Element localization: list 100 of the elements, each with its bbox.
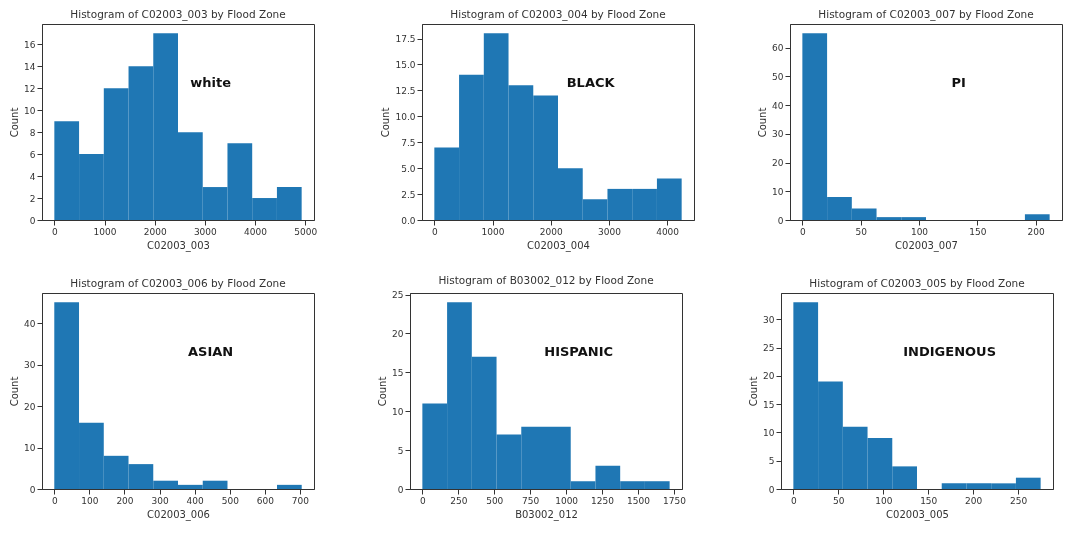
- y-tick-label: 30: [772, 129, 784, 140]
- y-axis-title: Count: [9, 107, 21, 138]
- x-tick-label: 1000: [93, 226, 117, 237]
- y-tick-label: 60: [772, 43, 784, 54]
- x-tick-label: 0: [51, 495, 58, 506]
- x-tick-label: 50: [855, 226, 868, 237]
- y-tick-label: 5: [397, 445, 404, 456]
- x-tick-label: 100: [875, 495, 893, 506]
- x-tick-label: 200: [116, 495, 134, 506]
- x-axis-title: C02003_006: [147, 508, 210, 521]
- y-tick-label: 40: [772, 100, 784, 111]
- y-tick-label: 0: [29, 484, 36, 495]
- y-tick-label: 15: [392, 367, 404, 378]
- x-tick-label: 1500: [627, 495, 651, 506]
- x-axis-title: C02003_005: [886, 508, 949, 521]
- x-axis-title: B03002_012: [515, 508, 578, 521]
- x-tick-label: 1000: [481, 226, 505, 237]
- chart-title: Histogram of C02003_004 by Flood Zone: [450, 7, 666, 21]
- y-tick-label: 0: [777, 215, 784, 226]
- annotation: PI: [951, 74, 966, 90]
- y-tick-label: 25: [392, 290, 404, 301]
- y-tick-label: 0.0: [401, 215, 416, 226]
- x-tick-label: 150: [920, 495, 938, 506]
- y-tick-label: 10: [763, 427, 775, 438]
- y-tick-label: 15: [763, 399, 775, 410]
- y-tick-label: 0: [397, 484, 404, 495]
- y-tick-label: 17.5: [395, 34, 416, 45]
- y-axis-title: Count: [748, 376, 760, 407]
- y-tick-label: 20: [772, 158, 784, 169]
- x-tick-label: 500: [221, 495, 240, 506]
- x-tick-label: 4000: [244, 226, 268, 237]
- y-tick-label: 4: [29, 171, 36, 182]
- x-tick-label: 250: [1010, 495, 1028, 506]
- y-tick-label: 0: [29, 215, 36, 226]
- x-tick-label: 3000: [193, 226, 218, 237]
- y-tick-label: 15.0: [395, 59, 416, 70]
- y-axis-title: Count: [757, 107, 769, 138]
- x-tick-label: 4000: [656, 226, 680, 237]
- y-tick-label: 20: [24, 401, 36, 412]
- y-tick-label: 12: [24, 83, 36, 94]
- y-tick-label: 16: [24, 39, 36, 50]
- y-tick-label: 14: [24, 61, 36, 72]
- y-tick-label: 2.5: [401, 189, 416, 200]
- x-tick-label: 5000: [294, 226, 318, 237]
- y-tick-label: 2: [29, 193, 36, 204]
- x-tick-label: 2000: [539, 226, 563, 237]
- y-tick-label: 10.0: [395, 111, 416, 122]
- annotation: white: [190, 74, 232, 90]
- x-tick-label: 200: [1027, 226, 1045, 237]
- y-tick-label: 20: [763, 371, 775, 382]
- y-tick-label: 10: [392, 406, 404, 417]
- y-axis-title: Count: [380, 107, 392, 138]
- x-tick-label: 100: [910, 226, 929, 237]
- annotation: ASIAN: [188, 343, 234, 359]
- y-tick-label: 20: [392, 328, 404, 339]
- y-tick-label: 5.0: [401, 163, 416, 174]
- y-axis-title: Count: [9, 376, 21, 407]
- x-tick-label: 0: [51, 226, 58, 237]
- x-tick-label: 50: [833, 495, 845, 506]
- y-tick-label: 7.5: [401, 137, 416, 148]
- chart-title: Histogram of C02003_007 by Flood Zone: [818, 7, 1034, 21]
- y-tick-label: 10: [772, 186, 784, 197]
- y-tick-label: 8: [29, 127, 36, 138]
- annotation: HISPANIC: [544, 343, 614, 359]
- x-tick-label: 400: [186, 495, 205, 506]
- x-tick-label: 300: [151, 495, 169, 506]
- y-tick-label: 10: [24, 105, 36, 116]
- x-tick-label: 2000: [143, 226, 167, 237]
- x-tick-label: 1750: [663, 495, 687, 506]
- y-tick-label: 25: [763, 343, 775, 354]
- x-tick-label: 200: [965, 495, 983, 506]
- y-tick-label: 5: [768, 456, 775, 467]
- x-axis-title: C02003_004: [527, 239, 590, 252]
- x-tick-label: 0: [420, 495, 426, 506]
- y-axis-title: Count: [377, 376, 389, 407]
- y-tick-label: 30: [24, 360, 36, 371]
- chart-title: Histogram of C02003_005 by Flood Zone: [809, 276, 1025, 290]
- annotation: INDIGENOUS: [903, 343, 997, 359]
- x-axis-title: C02003_003: [147, 239, 210, 252]
- x-tick-label: 1000: [555, 495, 579, 506]
- x-tick-label: 600: [256, 495, 275, 506]
- chart-title: Histogram of C02003_006 by Flood Zone: [70, 276, 286, 290]
- chart-title: Histogram of B03002_012 by Flood Zone: [438, 274, 654, 288]
- x-tick-label: 0: [791, 495, 797, 506]
- y-tick-label: 50: [772, 71, 784, 82]
- x-tick-label: 3000: [597, 226, 622, 237]
- x-tick-label: 0: [431, 226, 438, 237]
- x-tick-label: 250: [450, 495, 468, 506]
- annotation: BLACK: [566, 74, 616, 90]
- x-tick-label: 150: [969, 226, 987, 237]
- y-tick-label: 6: [29, 149, 36, 160]
- chart-title: Histogram of C02003_003 by Flood Zone: [70, 7, 286, 21]
- y-tick-label: 0: [768, 484, 775, 495]
- y-tick-label: 12.5: [395, 85, 416, 96]
- x-tick-label: 0: [800, 226, 806, 237]
- y-tick-label: 40: [24, 318, 36, 329]
- x-axis-title: C02003_007: [895, 239, 958, 252]
- x-tick-label: 1250: [591, 495, 615, 506]
- x-tick-label: 750: [522, 495, 540, 506]
- x-tick-label: 700: [291, 495, 310, 506]
